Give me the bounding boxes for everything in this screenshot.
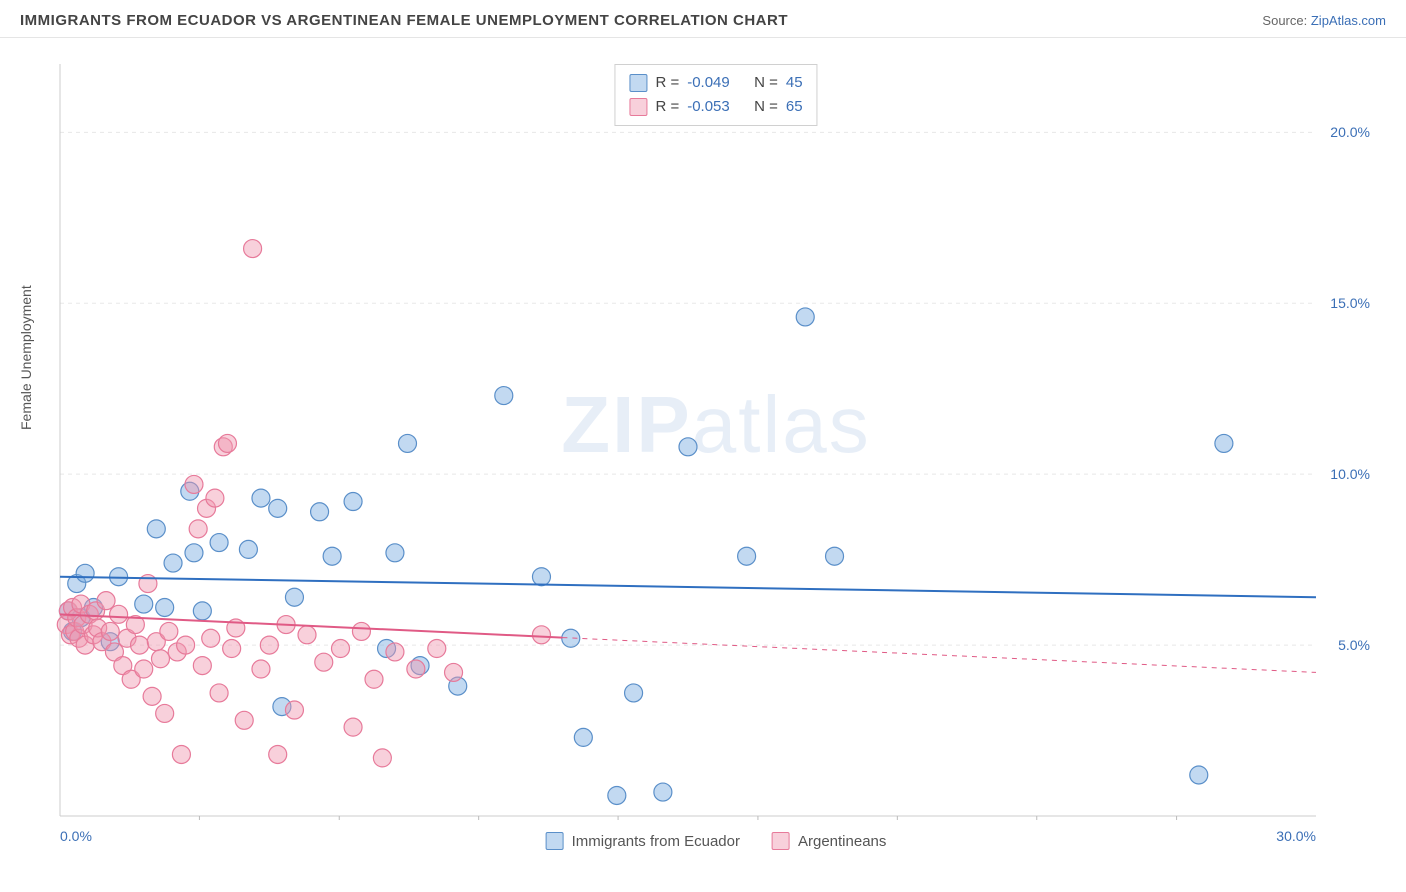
y-tick-label: 15.0% — [1330, 295, 1370, 311]
legend-item-argentineans: Argentineans — [772, 832, 886, 850]
legend-row-ecuador: R = -0.049 N = 45 — [629, 71, 802, 95]
y-tick-label: 5.0% — [1338, 637, 1370, 653]
source-link[interactable]: ZipAtlas.com — [1311, 13, 1386, 28]
y-tick-label: 10.0% — [1330, 466, 1370, 482]
scatter-plot — [56, 60, 1376, 820]
swatch-ecuador — [546, 832, 564, 850]
n-value-ecuador: 45 — [786, 71, 803, 95]
n-value-argentineans: 65 — [786, 95, 803, 119]
chart-title: IMMIGRANTS FROM ECUADOR VS ARGENTINEAN F… — [20, 12, 788, 29]
source-label: Source: ZipAtlas.com — [1262, 13, 1386, 28]
x-tick-label: 30.0% — [1276, 828, 1316, 844]
swatch-argentineans — [772, 832, 790, 850]
swatch-ecuador — [629, 74, 647, 92]
legend-item-ecuador: Immigrants from Ecuador — [546, 832, 740, 850]
legend-row-argentineans: R = -0.053 N = 65 — [629, 95, 802, 119]
y-axis-label: Female Unemployment — [18, 285, 34, 430]
chart-area: ZIPatlas R = -0.049 N = 45 R = -0.053 N … — [56, 60, 1376, 820]
x-tick-label: 0.0% — [60, 828, 92, 844]
r-value-ecuador: -0.049 — [687, 71, 730, 95]
swatch-argentineans — [629, 98, 647, 116]
y-tick-label: 20.0% — [1330, 124, 1370, 140]
r-value-argentineans: -0.053 — [687, 95, 730, 119]
correlation-legend: R = -0.049 N = 45 R = -0.053 N = 65 — [614, 64, 817, 126]
series-legend: Immigrants from Ecuador Argentineans — [546, 832, 887, 850]
